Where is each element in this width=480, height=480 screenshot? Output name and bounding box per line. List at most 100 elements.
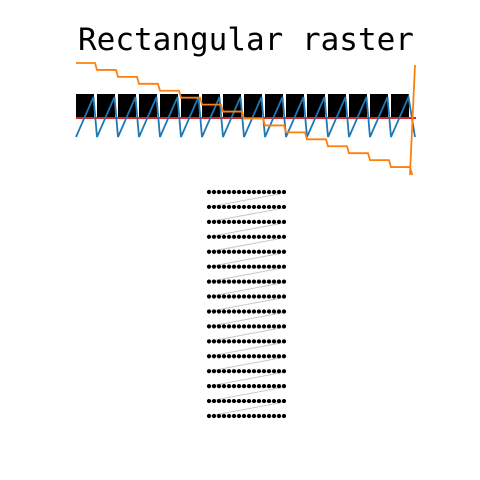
scan-point: [241, 398, 247, 404]
scan-point: [236, 204, 242, 210]
scan-point: [246, 324, 252, 329]
scan-point: [236, 384, 242, 389]
scan-point: [281, 384, 287, 389]
gate-pulse: [265, 94, 283, 118]
scan-point: [226, 234, 232, 239]
scan-point: [236, 234, 242, 239]
scan-point: [211, 398, 217, 404]
scan-point: [221, 294, 227, 299]
scan-point: [216, 339, 222, 344]
scan-point: [251, 264, 257, 269]
scan-point: [206, 369, 212, 374]
scan-point: [221, 384, 227, 389]
scan-point: [216, 413, 222, 419]
scan-point: [271, 309, 277, 314]
scan-point: [236, 219, 242, 224]
scan-point: [271, 204, 277, 210]
scan-point: [281, 264, 287, 269]
scan-point: [226, 219, 232, 224]
scan-point: [216, 384, 222, 389]
scan-point: [256, 398, 262, 404]
scan-point: [281, 398, 287, 404]
scan-point: [261, 264, 267, 269]
scan-points: [206, 189, 287, 419]
scan-point: [261, 384, 267, 389]
scan-point: [251, 324, 257, 329]
scan-point: [246, 369, 252, 374]
scan-point: [256, 234, 262, 239]
scan-point: [206, 219, 212, 224]
scan-point: [236, 398, 242, 404]
scan-point: [256, 413, 262, 419]
gate-pulse: [244, 94, 262, 118]
scan-point: [206, 398, 212, 404]
scan-point: [211, 189, 217, 195]
scan-point: [246, 279, 252, 284]
scan-point: [271, 234, 277, 239]
scan-point: [226, 324, 232, 329]
scan-point: [206, 354, 212, 359]
scan-point: [281, 249, 287, 254]
scan-point: [221, 264, 227, 269]
scan-pattern: [206, 189, 287, 419]
scan-point: [271, 384, 277, 389]
scan-point: [226, 339, 232, 344]
scan-point: [221, 369, 227, 374]
scan-point: [206, 249, 212, 254]
scan-point: [246, 398, 252, 404]
scan-point: [251, 354, 257, 359]
scan-point: [271, 339, 277, 344]
scan-point: [276, 204, 282, 210]
scan-point: [226, 398, 232, 404]
scan-point: [231, 369, 237, 374]
scan-point: [236, 189, 242, 195]
scan-point: [251, 204, 257, 210]
scan-point: [261, 339, 267, 344]
scan-point: [236, 309, 242, 314]
scan-point: [231, 354, 237, 359]
scan-point: [276, 279, 282, 284]
scan-point: [266, 264, 272, 269]
scan-point: [266, 384, 272, 389]
gate-pulse: [349, 94, 367, 118]
scan-point: [246, 264, 252, 269]
scan-point: [231, 234, 237, 239]
scan-point: [266, 324, 272, 329]
scan-point: [276, 398, 282, 404]
scan-point: [226, 204, 232, 210]
scan-point: [226, 413, 232, 419]
scan-path: [208, 191, 285, 418]
scan-point: [216, 324, 222, 329]
scan-point: [226, 354, 232, 359]
scan-point: [211, 219, 217, 224]
scan-point: [281, 369, 287, 374]
scan-point: [281, 219, 287, 224]
scan-point: [266, 398, 272, 404]
scan-point: [256, 279, 262, 284]
scan-point: [221, 219, 227, 224]
scan-point: [281, 354, 287, 359]
scan-point: [271, 413, 277, 419]
scan-point: [271, 249, 277, 254]
scan-point: [271, 354, 277, 359]
scan-point: [206, 264, 212, 269]
scan-point: [256, 354, 262, 359]
scan-point: [241, 309, 247, 314]
scan-point: [256, 324, 262, 329]
scan-point: [256, 369, 262, 374]
scan-point: [221, 189, 227, 195]
scan-point: [271, 264, 277, 269]
gate-pulse: [118, 94, 136, 118]
scan-point: [276, 189, 282, 195]
scan-point: [266, 413, 272, 419]
diagram-title: Rectangular raster: [78, 22, 414, 58]
scan-point: [216, 294, 222, 299]
scan-point: [276, 339, 282, 344]
scan-point: [231, 219, 237, 224]
scan-point: [211, 264, 217, 269]
scan-point: [216, 369, 222, 374]
scan-point: [216, 309, 222, 314]
scan-point: [251, 294, 257, 299]
scan-point: [251, 384, 257, 389]
scan-point: [251, 234, 257, 239]
